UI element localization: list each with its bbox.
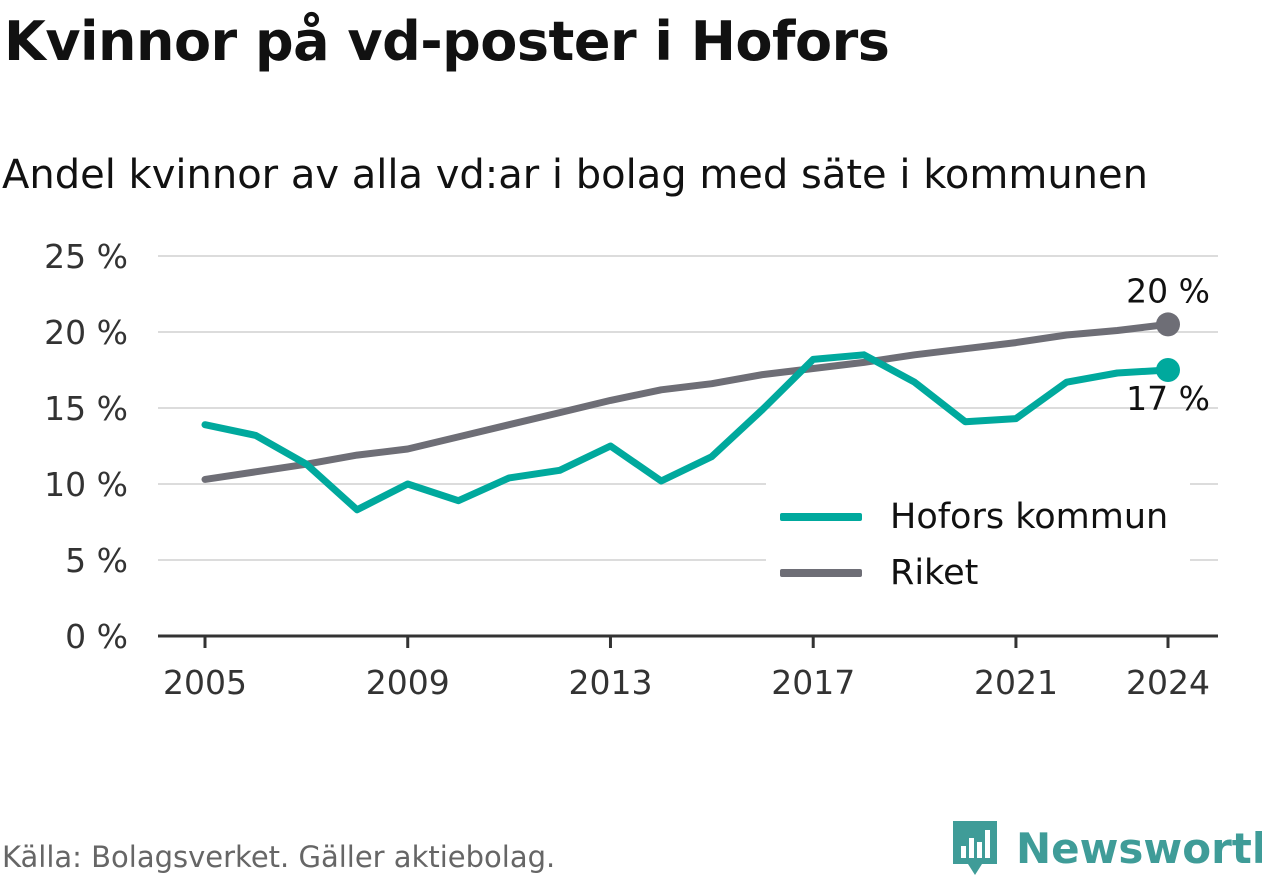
series-line-hofors [201,351,1172,514]
y-tick-label: 0 % [65,617,128,656]
legend-item-hofors: Hofors kommun [780,492,1168,542]
x-tick-label: 2013 [568,663,652,702]
source-note: Källa: Bolagsverket. Gäller aktiebolag. [2,840,556,874]
end-labels: 20 % 17 % [1126,271,1210,418]
legend: Hofors kommun Riket [766,482,1190,604]
series-line-riket [201,320,1172,483]
y-tick-label: 20 % [44,313,128,352]
legend-swatch-hofors [780,513,862,521]
x-tick-label: 2017 [771,663,855,702]
bar-chart-bubble-icon [953,821,997,875]
x-axis-ticks: 2005 2009 2013 2017 2021 2024 [163,636,1210,702]
chart-subtitle: Andel kvinnor av alla vd:ar i bolag med … [2,152,1148,198]
legend-label-riket: Riket [890,553,979,593]
end-point-hofors [1156,358,1180,382]
legend-swatch-riket [780,569,862,577]
end-label-hofors: 17 % [1126,379,1210,418]
y-axis-ticks: 0 % 5 % 10 % 15 % 20 % 25 % [44,237,128,656]
y-tick-label: 10 % [44,465,128,504]
legend-label-hofors: Hofors kommun [890,497,1169,537]
end-label-riket: 20 % [1126,271,1210,310]
y-tick-label: 5 % [65,541,128,580]
y-tick-label: 25 % [44,237,128,276]
x-tick-label: 2009 [366,663,450,702]
x-tick-label: 2021 [974,663,1058,702]
y-tick-label: 15 % [44,389,128,428]
legend-item-riket: Riket [780,548,978,598]
chart-title: Kvinnor på vd-poster i Hofors [4,10,890,73]
x-tick-label: 2005 [163,663,247,702]
brand-name: Newsworthy [1016,823,1262,873]
end-point-riket [1156,312,1180,337]
brand-logo[interactable]: Newsworthy [950,818,1262,878]
x-tick-label: 2024 [1126,663,1210,702]
series-lines [201,312,1180,514]
gridlines [158,255,1218,638]
